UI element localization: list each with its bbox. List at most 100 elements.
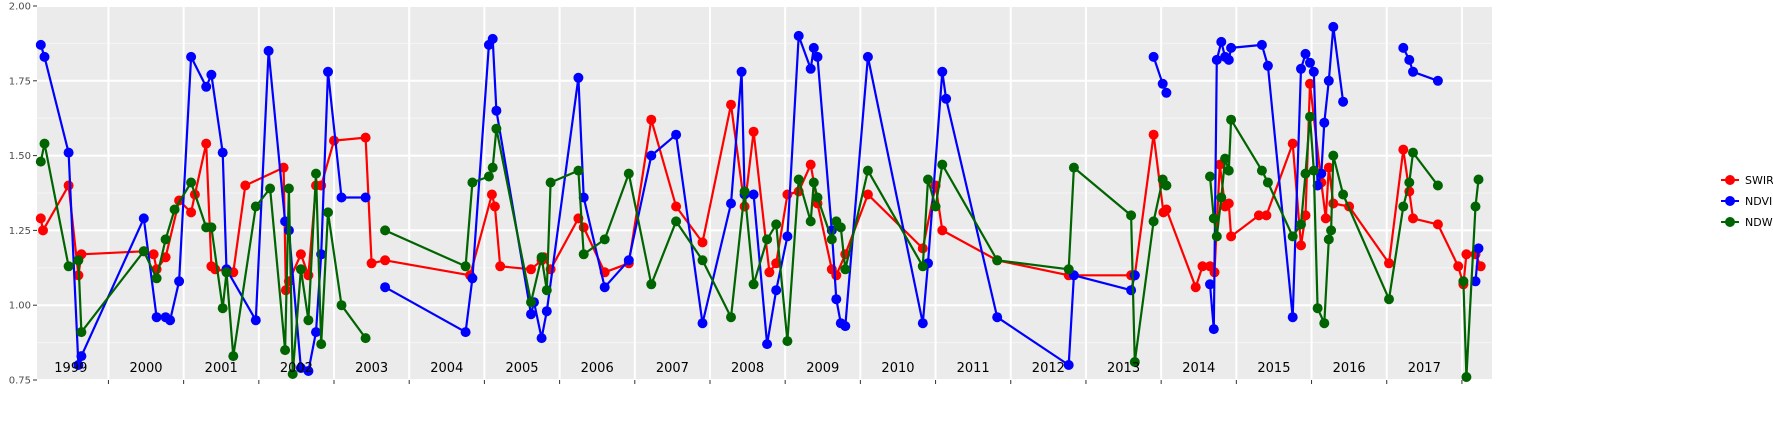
data-point-ndwi xyxy=(360,333,371,344)
data-point-swir xyxy=(1305,78,1315,89)
year-label-1999: 1999 xyxy=(54,361,87,376)
data-point-ndwi xyxy=(1161,180,1172,191)
data-point-swir xyxy=(495,261,506,272)
year-label-2013: 2013 xyxy=(1107,361,1140,376)
data-point-ndwi xyxy=(1296,219,1306,230)
data-point-swir xyxy=(360,132,371,143)
data-point-swir xyxy=(1461,249,1472,260)
data-point-ndwi xyxy=(217,303,228,314)
data-point-ndvi xyxy=(646,150,657,161)
data-point-ndwi xyxy=(1226,114,1237,125)
data-point-swir xyxy=(295,249,306,260)
series-ndwi xyxy=(35,111,1484,382)
year-label-2006: 2006 xyxy=(581,361,614,376)
data-point-swir xyxy=(1261,210,1272,221)
data-point-ndwi xyxy=(39,138,50,149)
minor-gridlines xyxy=(37,42,1492,344)
data-point-ndvi xyxy=(206,69,217,80)
data-point-swir xyxy=(862,189,873,200)
year-label-2000: 2000 xyxy=(129,361,162,376)
data-point-ndvi xyxy=(201,81,212,92)
data-point-ndwi xyxy=(1063,264,1074,275)
data-point-ndwi xyxy=(1216,192,1227,203)
data-point-ndvi xyxy=(1211,54,1222,65)
year-label-2004: 2004 xyxy=(430,361,463,376)
data-point-ndvi xyxy=(174,276,185,287)
data-point-ndwi xyxy=(323,207,333,218)
data-point-ndwi xyxy=(35,156,46,167)
data-point-ndwi xyxy=(1148,216,1159,227)
data-point-ndvi xyxy=(526,309,536,320)
data-point-ndvi xyxy=(808,42,819,53)
data-point-ndwi xyxy=(467,177,478,188)
data-point-ndwi xyxy=(1323,234,1334,245)
data-point-swir xyxy=(764,267,775,278)
y-tick-label: 0.75 xyxy=(9,376,31,387)
data-point-swir xyxy=(646,114,657,125)
data-point-ndvi xyxy=(1473,243,1484,254)
data-point-ndvi xyxy=(138,213,149,224)
data-point-ndwi xyxy=(169,204,180,215)
data-point-ndwi xyxy=(1205,171,1215,182)
legend-key-marker xyxy=(1725,196,1735,206)
data-point-ndwi xyxy=(1398,201,1409,212)
data-point-swir xyxy=(35,213,46,224)
data-point-ndvi xyxy=(303,366,314,376)
data-point-ndvi xyxy=(1398,42,1409,53)
y-tick-label: 2.00 xyxy=(9,2,31,13)
data-point-ndwi xyxy=(1256,165,1267,176)
data-point-ndwi xyxy=(1470,201,1481,212)
data-point-ndvi xyxy=(1205,279,1215,290)
data-point-ndwi xyxy=(1384,294,1394,305)
data-point-ndvi xyxy=(840,321,851,332)
data-point-swir xyxy=(489,201,500,212)
data-point-ndwi xyxy=(805,216,816,227)
data-point-ndvi xyxy=(697,318,708,329)
data-point-ndwi xyxy=(793,174,804,185)
data-point-swir xyxy=(1384,258,1394,269)
year-label-2015: 2015 xyxy=(1257,361,1290,376)
data-point-ndvi xyxy=(460,327,471,338)
data-point-ndwi xyxy=(545,177,556,188)
data-point-ndwi xyxy=(206,222,217,233)
data-point-swir xyxy=(1323,162,1334,173)
series-layer xyxy=(35,21,1486,382)
data-point-swir xyxy=(1253,210,1264,221)
data-point-ndvi xyxy=(992,312,1003,323)
data-point-swir xyxy=(1223,198,1234,209)
data-point-ndvi xyxy=(541,306,552,317)
data-point-swir xyxy=(1287,138,1298,149)
data-point-ndvi xyxy=(1256,39,1267,50)
year-label-2002: 2002 xyxy=(280,361,313,376)
data-point-ndvi xyxy=(151,312,162,323)
data-point-swir xyxy=(1190,282,1201,293)
data-point-ndvi xyxy=(1300,48,1311,59)
data-point-ndwi xyxy=(1305,111,1315,122)
data-point-ndvi xyxy=(1408,66,1418,77)
data-point-ndvi xyxy=(1208,324,1219,335)
data-point-ndvi xyxy=(771,285,782,296)
data-point-ndvi xyxy=(862,51,873,62)
data-point-ndvi xyxy=(1305,57,1315,68)
data-point-ndvi xyxy=(250,315,261,326)
data-point-swir xyxy=(486,189,497,200)
data-point-ndwi xyxy=(1458,276,1469,287)
data-point-swir xyxy=(148,249,159,260)
data-point-swir xyxy=(739,201,750,212)
data-point-swir xyxy=(1161,204,1172,215)
data-point-swir xyxy=(38,225,48,236)
data-point-swir xyxy=(1432,219,1443,230)
data-point-ndvi xyxy=(467,273,478,284)
data-point-ndvi xyxy=(63,147,74,158)
data-point-ndwi xyxy=(671,216,682,227)
year-label-2005: 2005 xyxy=(505,361,538,376)
data-point-ndwi xyxy=(835,222,846,233)
data-point-ndvi xyxy=(323,66,333,77)
data-point-ndvi xyxy=(536,333,547,344)
data-point-ndwi xyxy=(250,201,261,212)
data-point-ndwi xyxy=(1068,162,1079,173)
legend: SWIR NDVI NDWI xyxy=(1721,174,1773,229)
data-point-ndvi xyxy=(1216,36,1227,47)
data-point-ndvi xyxy=(1129,270,1140,281)
data-point-ndwi xyxy=(1461,372,1472,382)
